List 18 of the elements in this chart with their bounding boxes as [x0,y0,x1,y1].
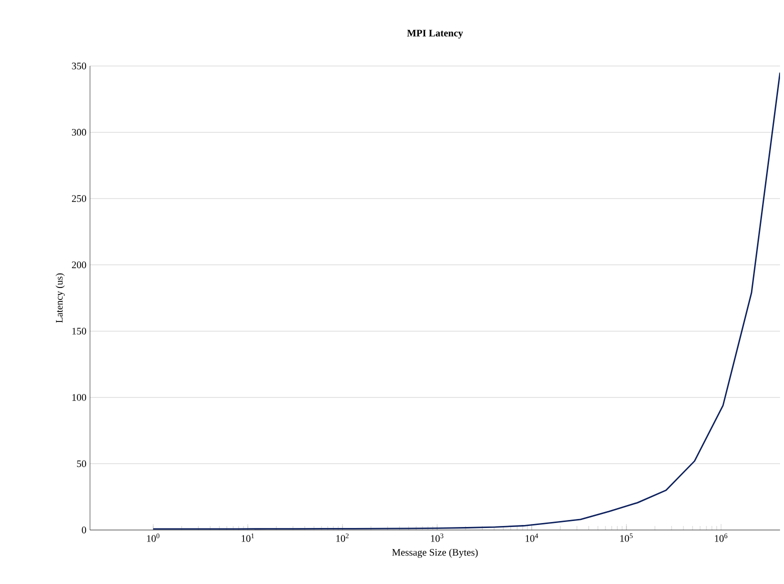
y-tick-label: 200 [72,261,86,268]
chart-title: MPI Latency [407,30,463,39]
x-tick-label: 10$^{5}$ [620,534,633,542]
x-tick-label: 10$^{6}$ [714,534,728,542]
y-tick-label: 50 [77,460,86,468]
x-axis-title: Message Size (Bytes) [392,548,478,558]
x-tick-label: 10$^{3}$ [431,534,444,542]
y-tick-label: 250 [72,195,86,202]
x-tick-label: 10$^{1}$ [242,534,254,542]
y-tick-label: 150 [72,328,86,334]
x-tick-label: 10$^{0}$ [147,534,160,542]
y-tick-label: 350 [72,62,86,70]
y-tick-label: 100 [72,394,86,401]
y-axis-title: Latency (us) [56,273,65,323]
x-tick-label: 10$^{4}$ [526,534,538,542]
y-tick-label: 300 [72,128,86,136]
y-tick-label: 0 [82,526,86,534]
x-tick-label: 10$^{2}$ [336,534,349,542]
